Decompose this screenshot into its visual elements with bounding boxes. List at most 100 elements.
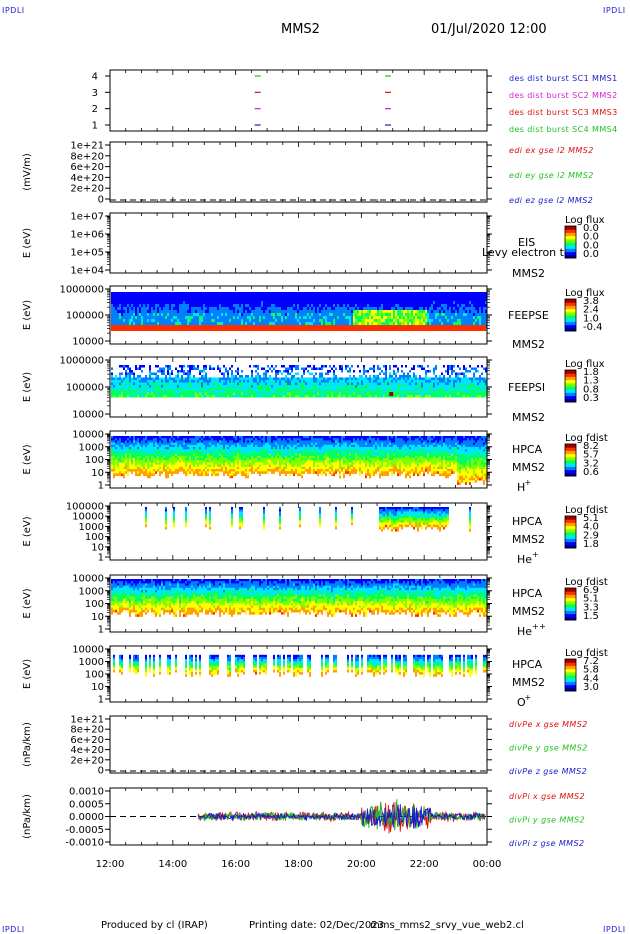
hpca_he-colorbar-swatch: [565, 538, 576, 543]
burst-legend-entry: des dist burst SC4 MMS4: [509, 125, 618, 134]
hpca_he-colorbar-swatch: [565, 532, 576, 536]
divpi-y-axis-label: (nPa/km): [22, 794, 33, 839]
eis-colorbar-swatch: [565, 251, 576, 256]
hpca_hepp-colorbar-tick-label: 3.3: [583, 602, 599, 613]
edi-y-axis-label: (mV/m): [22, 153, 33, 191]
feepse-side-label: FEEPSE: [508, 309, 549, 322]
eis-colorbar-swatch: [565, 226, 576, 230]
hpca_hepp-colorbar-swatch: [565, 604, 576, 608]
feepse-high-flux-band: [111, 325, 486, 331]
feepsi-colorbar-swatch: [565, 373, 576, 377]
eis-colorbar-tick-label: 0.0: [583, 223, 599, 234]
feepse-y-tick-label: 100000: [66, 311, 104, 322]
feepsi-colorbar-tick-label: 0.8: [583, 384, 599, 395]
hpca_h-y-tick-label: 10: [91, 468, 104, 479]
hpca_o-species-label: O: [517, 696, 526, 709]
hpca_hepp-y-tick-label: 10: [91, 612, 104, 623]
hpca_he-side-label: HPCA: [512, 515, 543, 528]
eis-y-axis-label: E (eV): [22, 228, 33, 258]
feepsi-colorbar-tick-label: 1.3: [583, 376, 599, 387]
feepsi-side-label: FEEPSI: [508, 381, 545, 394]
hpca_hepp-colorbar-tick-label: 5.1: [583, 594, 599, 605]
divpe-legend-entry: divPe z gse MMS2: [509, 767, 587, 776]
hpca_hepp-species-charge: ++: [532, 622, 546, 631]
hpca_hepp-colorbar-swatch: [565, 616, 576, 621]
divpe-y-tick-label: 2e+20: [70, 755, 104, 766]
eis-y-tick-label: 1e+06: [70, 230, 104, 241]
hpca_h-species-label: H: [517, 481, 525, 494]
hpca_o-y-tick-label: 1000: [79, 657, 104, 668]
eis-colorbar-title: Log flux: [565, 215, 605, 226]
edi-y-tick-label: 6e+20: [70, 162, 104, 173]
feepsi-colorbar-swatch: [565, 395, 576, 400]
divpi-series-blue: [197, 803, 486, 829]
eis-colorbar-frame: [564, 225, 577, 259]
burst-y-tick-label: 2: [92, 104, 98, 115]
hpca_hepp-y-tick-label: 1: [98, 625, 104, 636]
hpca_hepp-y-tick-label: 1000: [79, 586, 104, 597]
hpca_h-colorbar-swatch: [565, 447, 576, 451]
hpca_o-y-axis-label: E (eV): [22, 659, 33, 689]
divpe-y-tick-label: 0: [98, 766, 104, 777]
feepse-y-tick-label: 10000: [72, 337, 104, 348]
divpe-y-tick-label: 8e+20: [70, 725, 104, 736]
feepse-colorbar-swatch: [565, 302, 576, 306]
divpe-frame: [109, 715, 488, 774]
hpca_he-colorbar-swatch: [565, 519, 576, 523]
hpca_h-colorbar-swatch: [565, 466, 576, 471]
hpca_he-y-tick-label: 100000: [66, 502, 104, 513]
eis-side-label: MMS2: [512, 267, 545, 280]
hpca_hepp-colorbar-frame: [564, 587, 577, 621]
eis-colorbar-tick-label: 0.0: [583, 240, 599, 251]
hpca_o-colorbar-swatch: [565, 681, 576, 686]
feepse-colorbar-swatch: [565, 299, 576, 303]
footer-filename: mms_mms2_srvy_vue_web2.cl: [370, 920, 524, 931]
divpe-y-axis-label: (nPa/km): [22, 722, 33, 767]
hpca_o-side-label: MMS2: [512, 676, 545, 689]
footer-printing-date: Printing date: 02/Dec/2023: [249, 920, 385, 931]
hpca_o-colorbar-swatch: [565, 678, 576, 682]
feepse-colorbar-swatch: [565, 321, 576, 326]
hpca_he-colorbar-frame: [564, 515, 577, 549]
eis-colorbar-tick-label: 0.0: [583, 249, 599, 260]
hpca_o-heatmap: [113, 654, 487, 677]
corner-label-bottom-left: IPDLI: [2, 925, 25, 934]
divpi-y-tick-label: -0.0005: [65, 825, 104, 836]
burst-frame: [109, 69, 488, 132]
feepsi-colorbar-tick-label: 0.3: [583, 393, 599, 404]
hpca_h-colorbar-title: Log fdist: [565, 433, 608, 444]
hpca_h-colorbar-swatch: [565, 444, 576, 448]
hpca_hepp-side-label: HPCA: [512, 587, 543, 600]
eis-colorbar-tick-label: 0.0: [583, 232, 599, 243]
feepse-colorbar-tick-label: 1.0: [583, 313, 599, 324]
hpca_hepp-colorbar-title: Log fdist: [565, 577, 608, 588]
hpca_he-colorbar-swatch: [565, 522, 576, 527]
x-tick-label: 16:00: [221, 859, 250, 870]
divpe-legend-entry: divPe y gse MMS2: [509, 744, 588, 753]
x-tick-label: 00:00: [473, 859, 502, 870]
divpi-y-tick-label: 0.0010: [69, 787, 104, 798]
hpca_o-colorbar-swatch: [565, 665, 576, 670]
divpi-y-tick-label: 0.0005: [69, 799, 104, 810]
x-tick-label: 22:00: [410, 859, 439, 870]
edi-legend-entry: edi ex gse l2 MMS2: [509, 146, 594, 155]
burst-y-tick-label: 1: [92, 121, 98, 132]
edi-frame: [109, 141, 488, 203]
feepsi-colorbar-title: Log flux: [565, 359, 605, 370]
page-title: MMS2: [281, 22, 320, 37]
edi-legend-entry: edi ez gse l2 MMS2: [509, 196, 593, 205]
eis-y-tick-label: 1e+07: [70, 212, 104, 223]
hpca_hepp-colorbar-swatch: [565, 591, 576, 595]
hpca_h-y-axis-label: E (eV): [22, 444, 33, 474]
feepse-colorbar-swatch: [565, 327, 576, 332]
feepse-y-axis-label: E (eV): [22, 300, 33, 330]
hpca_hepp-colorbar-swatch: [565, 588, 576, 592]
hpca_o-colorbar-tick-label: 4.4: [583, 673, 599, 684]
hpca_h-heatmap: [111, 435, 487, 485]
feepse-colorbar-swatch: [565, 318, 576, 322]
hpca_o-colorbar-swatch: [565, 668, 576, 673]
hpca_o-colorbar-tick-label: 7.2: [583, 656, 599, 667]
hpca_he-colorbar-tick-label: 1.8: [583, 539, 599, 550]
footer-producer: Produced by cl (IRAP): [101, 920, 208, 931]
hpca_o-colorbar-swatch: [565, 687, 576, 692]
